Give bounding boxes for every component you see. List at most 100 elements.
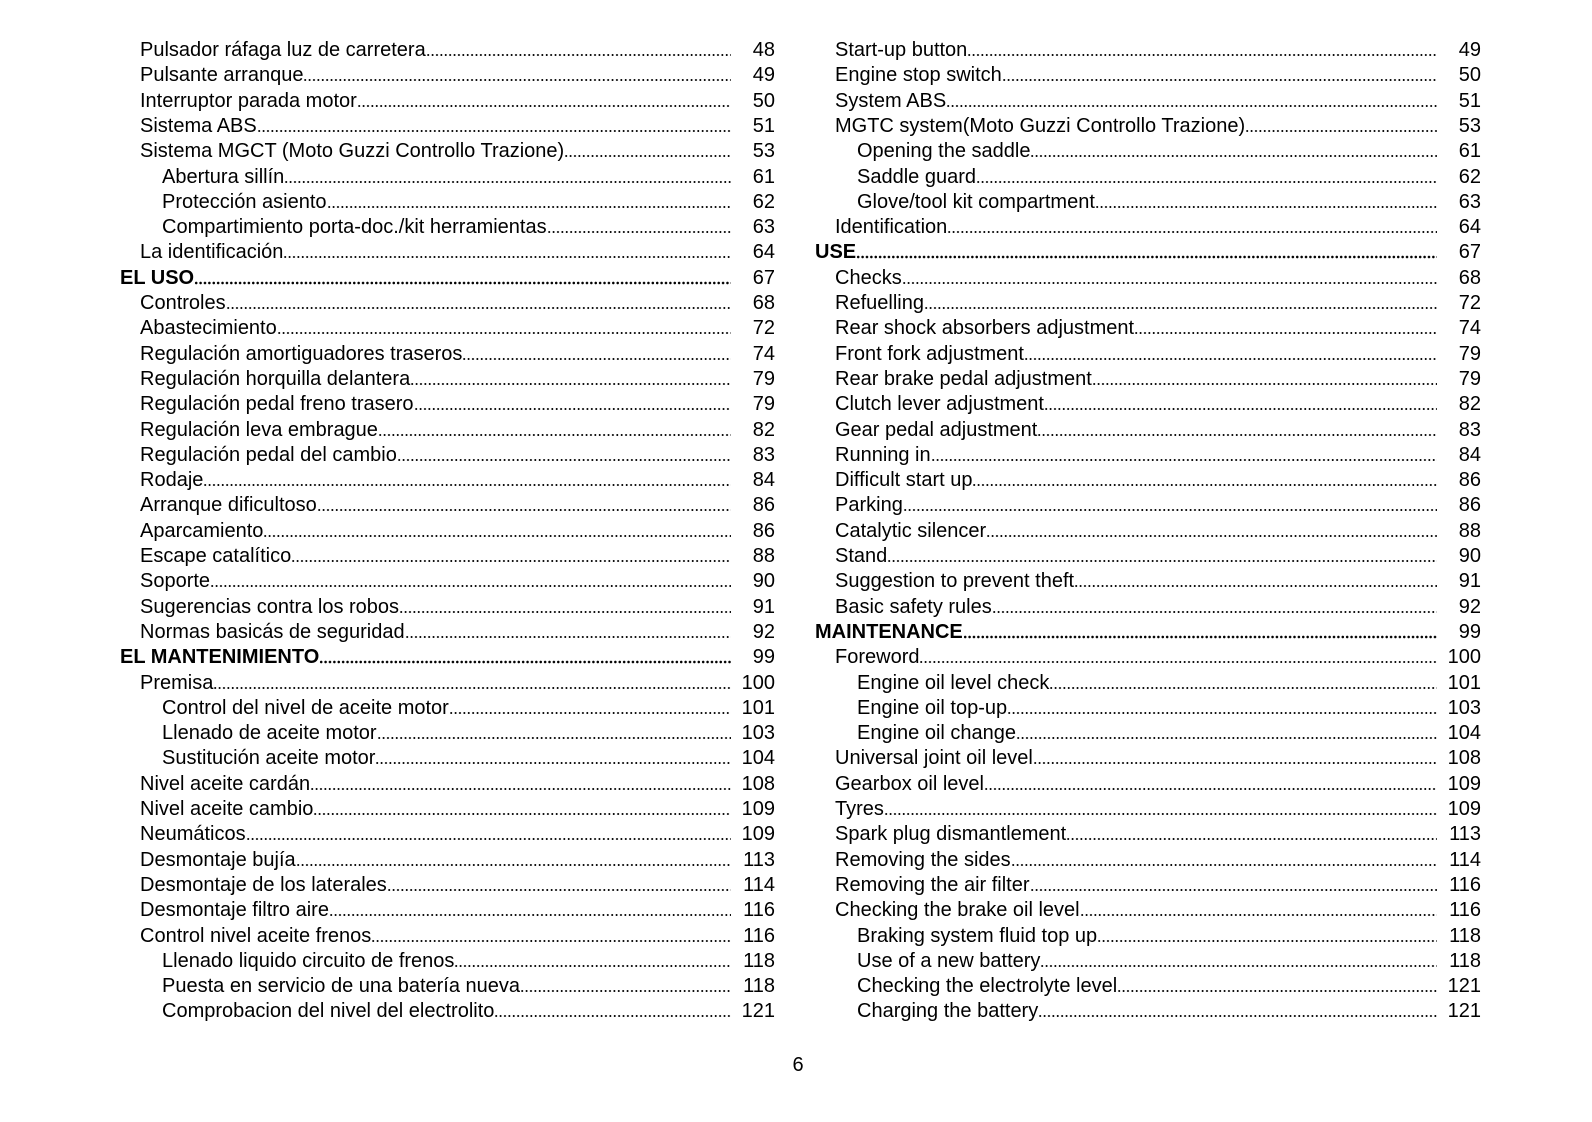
entry-title: Regulación leva embrague xyxy=(140,418,378,441)
entry-title: Soporte xyxy=(140,570,211,593)
entry-title: Charging the battery xyxy=(857,1000,1039,1023)
dot-leader xyxy=(194,280,731,285)
toc-entry: Clutch lever adjustment 82 xyxy=(835,392,1481,417)
entry-page: 91 xyxy=(752,595,775,618)
toc-entry: Llenado liquido circuito de frenos 118 xyxy=(162,949,775,974)
entry-page: 84 xyxy=(752,469,775,492)
dot-leader xyxy=(1245,128,1437,133)
dot-leader xyxy=(210,584,731,589)
toc-entry: Comprobacion del nivel del electrolito 12… xyxy=(162,999,775,1024)
dot-leader xyxy=(1016,736,1437,741)
toc-entry: Universal joint oil level 108 xyxy=(835,746,1481,771)
entry-title: Llenado de aceite motor xyxy=(162,722,377,745)
entry-title: Comprobacion del nivel del electrolito xyxy=(162,1000,495,1023)
entry-title: Sistema ABS xyxy=(140,114,257,137)
entry-title: EL MANTENIMIENTO xyxy=(120,646,320,669)
dot-leader xyxy=(975,179,1437,184)
entry-page: 108 xyxy=(741,772,775,795)
entry-page: 104 xyxy=(741,747,775,770)
entry-page: 86 xyxy=(1458,469,1481,492)
toc-entry: Sustitución aceite motor 104 xyxy=(162,746,775,771)
entry-title: Universal joint oil level xyxy=(835,747,1033,770)
entry-page: 49 xyxy=(752,64,775,87)
entry-title: Rodaje xyxy=(140,469,204,492)
page-number: 6 xyxy=(792,1054,804,1076)
entry-title: Nivel aceite cambio xyxy=(140,798,314,820)
entry-page: 99 xyxy=(752,646,775,669)
dot-leader xyxy=(1079,913,1437,918)
toc-entry: Sistema MGCT (Moto Guzzi Controllo Trazi… xyxy=(140,139,775,164)
entry-page: 109 xyxy=(741,798,775,820)
entry-title: Braking system fluid top up xyxy=(857,924,1098,947)
dot-leader xyxy=(930,457,1437,462)
toc-entry: Gear pedal adjustment 83 xyxy=(835,418,1481,443)
dot-leader xyxy=(356,103,731,108)
dot-leader xyxy=(313,812,731,816)
dot-leader xyxy=(1001,78,1437,83)
entry-title: MGTC system(Moto Guzzi Controllo Trazion… xyxy=(835,114,1246,137)
dot-leader xyxy=(520,989,731,994)
entry-page: 118 xyxy=(1449,924,1481,947)
dot-leader xyxy=(375,761,731,766)
dot-leader xyxy=(1007,710,1437,715)
toc-entry: Difficult start up 86 xyxy=(835,468,1481,493)
entry-page: 72 xyxy=(1458,292,1481,314)
entry-page: 100 xyxy=(1447,646,1481,669)
dot-leader xyxy=(919,660,1437,665)
entry-page: 86 xyxy=(1458,494,1481,517)
entry-page: 86 xyxy=(752,519,775,542)
dot-leader xyxy=(256,128,731,133)
toc-entry: Desmontaje filtro aire 116 xyxy=(140,898,775,923)
entry-title: Opening the saddle xyxy=(857,140,1031,163)
dot-leader xyxy=(1074,584,1437,589)
entry-page: 91 xyxy=(1458,570,1481,593)
toc-entry: Abertura sillín 61 xyxy=(162,165,775,190)
entry-title: Checking the electrolyte level xyxy=(857,975,1118,998)
entry-page: 116 xyxy=(1449,873,1481,896)
entry-page: 61 xyxy=(1458,140,1481,163)
dot-leader xyxy=(947,230,1437,235)
entry-title: Suggestion to prevent theft xyxy=(835,570,1075,593)
dot-leader xyxy=(856,255,1437,260)
entry-title: Checks xyxy=(835,266,902,289)
entry-title: Basic safety rules xyxy=(835,595,992,618)
entry-title: Puesta en servicio de una batería nueva xyxy=(162,975,521,998)
entry-page: 101 xyxy=(741,696,775,719)
toc-entry: Start-up button 49 xyxy=(835,38,1481,63)
dot-leader xyxy=(1066,837,1437,842)
entry-title: Arranque dificultoso xyxy=(140,494,317,517)
entry-title: Gearbox oil level xyxy=(835,772,984,795)
toc-entry: Rodaje 84 xyxy=(140,468,775,493)
entry-page: 51 xyxy=(752,114,775,137)
toc-entry: Regulación pedal freno trasero 79 xyxy=(140,392,775,417)
entry-page: 90 xyxy=(1458,545,1481,567)
entry-title: MAINTENANCE xyxy=(815,620,963,643)
entry-title: Front fork adjustment xyxy=(835,342,1024,365)
toc-entry: Catalytic silencer 88 xyxy=(835,519,1481,544)
dot-leader xyxy=(462,356,731,361)
entry-title: Interruptor parada motor xyxy=(140,89,357,112)
dot-leader xyxy=(295,862,731,867)
entry-page: 113 xyxy=(1449,823,1481,846)
entry-page: 88 xyxy=(1458,519,1481,542)
entry-title: Parking xyxy=(835,494,903,517)
entry-title: Neumáticos xyxy=(140,823,246,846)
dot-leader xyxy=(291,559,731,563)
entry-page: 79 xyxy=(1458,367,1481,390)
toc-entry: Llenado de aceite motor 103 xyxy=(162,721,775,746)
entry-title: Refuelling xyxy=(835,292,924,314)
dot-leader xyxy=(410,381,731,386)
toc-entry: Aparcamiento 86 xyxy=(140,519,775,544)
entry-page: 74 xyxy=(1458,317,1481,340)
entry-page: 64 xyxy=(752,241,775,264)
entry-page: 68 xyxy=(1458,266,1481,289)
dot-leader xyxy=(284,179,731,184)
dot-leader xyxy=(991,609,1437,614)
toc-entry: Checks 68 xyxy=(835,266,1481,291)
entry-page: 109 xyxy=(1447,772,1481,795)
dot-leader xyxy=(1097,938,1437,943)
entry-title: Protección asiento xyxy=(162,190,327,213)
toc-entry: Use of a new battery 118 xyxy=(857,949,1481,974)
entry-page: 49 xyxy=(1458,39,1481,61)
entry-title: USE xyxy=(815,241,857,264)
